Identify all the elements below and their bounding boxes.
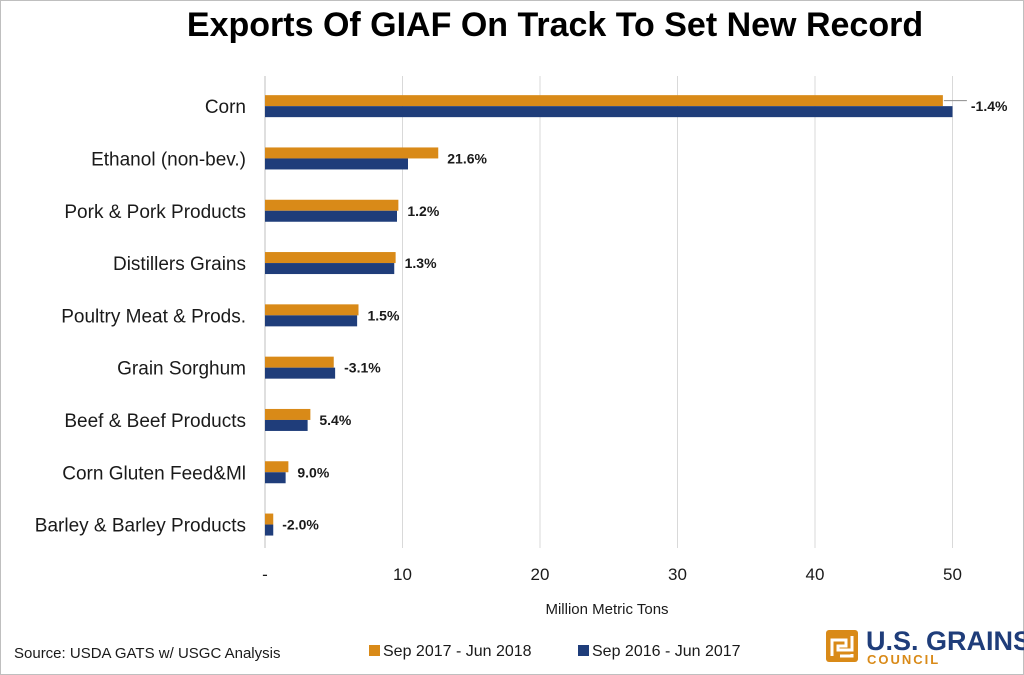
data-label: -1.4% <box>971 98 1008 114</box>
x-tick-label: 10 <box>393 565 412 584</box>
x-tick-label: 50 <box>943 565 962 584</box>
category-label: Distillers Grains <box>113 254 246 275</box>
bar-2016-2017 <box>265 210 397 222</box>
x-tick-label: - <box>262 565 268 584</box>
x-tick-label: 20 <box>531 565 550 584</box>
data-label: 5.4% <box>319 412 351 428</box>
source-note: Source: USDA GATS w/ USGC Analysis <box>14 645 280 662</box>
bar-2017-2018 <box>265 147 439 159</box>
data-label: -2.0% <box>282 517 319 533</box>
category-label: Barley & Barley Products <box>35 516 246 537</box>
x-axis-title: Million Metric Tons <box>545 601 668 618</box>
bar-2017-2018 <box>265 252 396 264</box>
logo-subtitle: COUNCIL <box>867 652 940 667</box>
bar-2016-2017 <box>265 419 308 431</box>
category-label: Ethanol (non-bev.) <box>91 149 246 170</box>
bar-2016-2017 <box>265 106 953 118</box>
x-tick-label: 40 <box>806 565 825 584</box>
legend-swatch-2017-2018 <box>369 645 380 656</box>
category-label: Pork & Pork Products <box>64 202 246 223</box>
usgc-logo: U.S. GRAINS COUNCIL <box>826 626 1024 667</box>
data-label: 9.0% <box>297 464 329 480</box>
bar-2017-2018 <box>265 513 274 525</box>
x-tick-label: 30 <box>668 565 687 584</box>
bar-2016-2017 <box>265 315 358 327</box>
data-label: -3.1% <box>344 360 381 376</box>
category-label: Beef & Beef Products <box>64 411 246 432</box>
legend-swatch-2016-2017 <box>578 645 589 656</box>
data-label: 21.6% <box>447 150 487 166</box>
bar-2016-2017 <box>265 472 286 484</box>
data-label: 1.5% <box>368 307 400 323</box>
bar-2017-2018 <box>265 95 943 107</box>
bar-2016-2017 <box>265 158 408 170</box>
bar-2017-2018 <box>265 356 334 368</box>
category-label: Poultry Meat & Prods. <box>61 306 246 327</box>
legend-label: Sep 2016 - Jun 2017 <box>592 643 741 660</box>
bar-2016-2017 <box>265 524 274 536</box>
labels: - 10 20 30 40 50 Corn -1.4% Ethanol (non-bev.) 21… <box>35 97 1008 584</box>
grain-logo-icon <box>826 630 858 662</box>
logo-title: U.S. GRAINS <box>866 626 1024 656</box>
bar-2017-2018 <box>265 304 359 316</box>
category-label: Grain Sorghum <box>117 359 246 380</box>
category-label: Corn <box>205 97 246 118</box>
category-label: Corn Gluten Feed&Ml <box>62 463 246 484</box>
bar-2017-2018 <box>265 461 289 473</box>
legend-label: Sep 2017 - Jun 2018 <box>383 643 532 660</box>
bar-2016-2017 <box>265 367 336 379</box>
bar-2017-2018 <box>265 199 399 211</box>
bar-2017-2018 <box>265 408 311 420</box>
bar-2016-2017 <box>265 263 395 275</box>
legend: Sep 2017 - Jun 2018 Sep 2016 - Jun 2017 <box>369 643 741 660</box>
chart-title: Exports Of GIAF On Track To Set New Reco… <box>187 6 923 44</box>
data-label: 1.2% <box>407 203 439 219</box>
data-label: 1.3% <box>405 255 437 271</box>
bars <box>265 95 953 536</box>
